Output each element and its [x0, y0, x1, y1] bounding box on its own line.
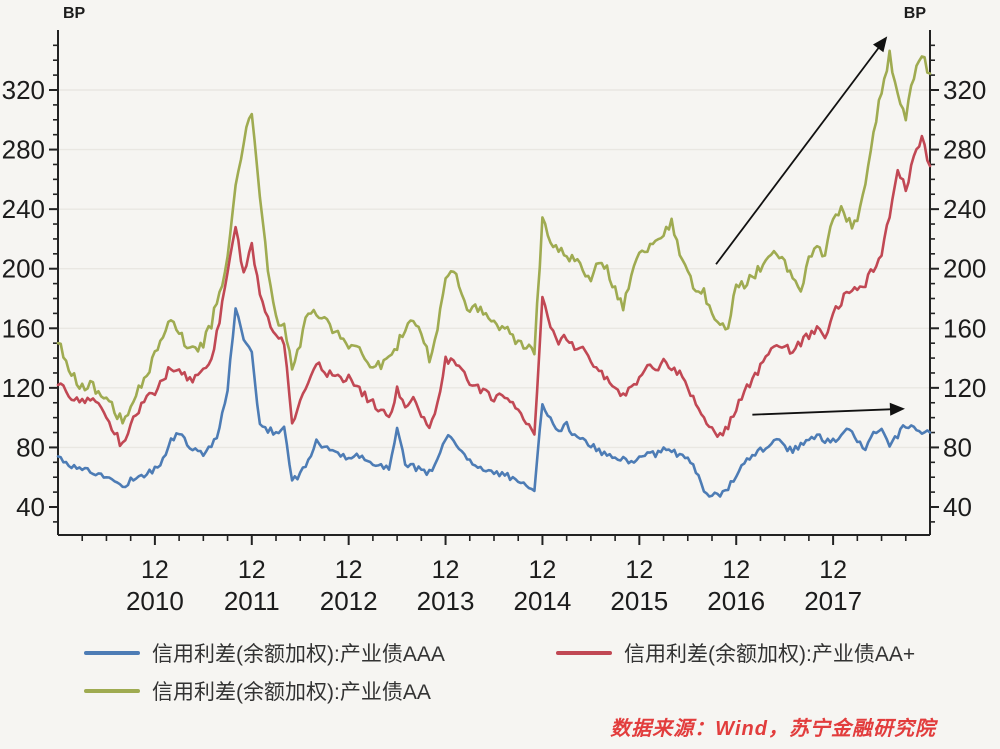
svg-text:80: 80	[943, 432, 972, 462]
svg-text:2012: 2012	[320, 586, 378, 616]
legend-item-aa: 信用利差(余额加权):产业债AA	[84, 676, 431, 706]
legend-label-aa: 信用利差(余额加权):产业债AA	[152, 681, 431, 704]
legend-swatch-aaa	[84, 651, 140, 655]
svg-text:320: 320	[943, 75, 986, 105]
svg-text:BP: BP	[63, 5, 86, 22]
svg-text:120: 120	[943, 373, 986, 403]
svg-text:2010: 2010	[126, 586, 184, 616]
svg-text:12: 12	[141, 556, 169, 584]
svg-text:2017: 2017	[804, 586, 862, 616]
legend-label-aa-plus: 信用利差(余额加权):产业债AA+	[624, 643, 916, 666]
svg-text:BP: BP	[904, 5, 927, 22]
data-source-note: 数据来源：Wind，苏宁金融研究院	[610, 718, 936, 740]
svg-text:2014: 2014	[514, 586, 572, 616]
svg-text:2016: 2016	[707, 586, 765, 616]
svg-text:240: 240	[943, 194, 986, 224]
svg-text:40: 40	[16, 492, 45, 522]
svg-text:200: 200	[943, 254, 986, 284]
svg-text:12: 12	[722, 556, 750, 584]
svg-text:240: 240	[2, 194, 45, 224]
svg-text:280: 280	[943, 135, 986, 165]
svg-text:320: 320	[2, 75, 45, 105]
svg-text:160: 160	[943, 313, 986, 343]
legend-label-aaa: 信用利差(余额加权):产业债AAA	[152, 643, 445, 666]
svg-text:160: 160	[2, 313, 45, 343]
svg-text:80: 80	[16, 432, 45, 462]
svg-text:12: 12	[819, 556, 847, 584]
legend-swatch-aa	[84, 689, 140, 693]
svg-text:12: 12	[238, 556, 266, 584]
svg-text:12: 12	[335, 556, 363, 584]
svg-text:120: 120	[2, 373, 45, 403]
legend-item-aa-plus: 信用利差(余额加权):产业债AA+	[556, 638, 915, 668]
svg-text:40: 40	[943, 492, 972, 522]
svg-text:2013: 2013	[417, 586, 475, 616]
svg-text:12: 12	[529, 556, 557, 584]
svg-text:200: 200	[2, 254, 45, 284]
legend-item-aaa: 信用利差(余额加权):产业债AAA	[84, 638, 445, 668]
svg-text:12: 12	[625, 556, 653, 584]
legend-swatch-aa-plus	[556, 651, 612, 655]
svg-text:280: 280	[2, 135, 45, 165]
svg-text:12: 12	[432, 556, 460, 584]
svg-text:2011: 2011	[224, 586, 280, 616]
svg-text:2015: 2015	[610, 586, 668, 616]
credit-spread-chart: 40 40 80 80 120 120 160 160 200 200 240 240 280 280 32…	[2, 5, 987, 616]
